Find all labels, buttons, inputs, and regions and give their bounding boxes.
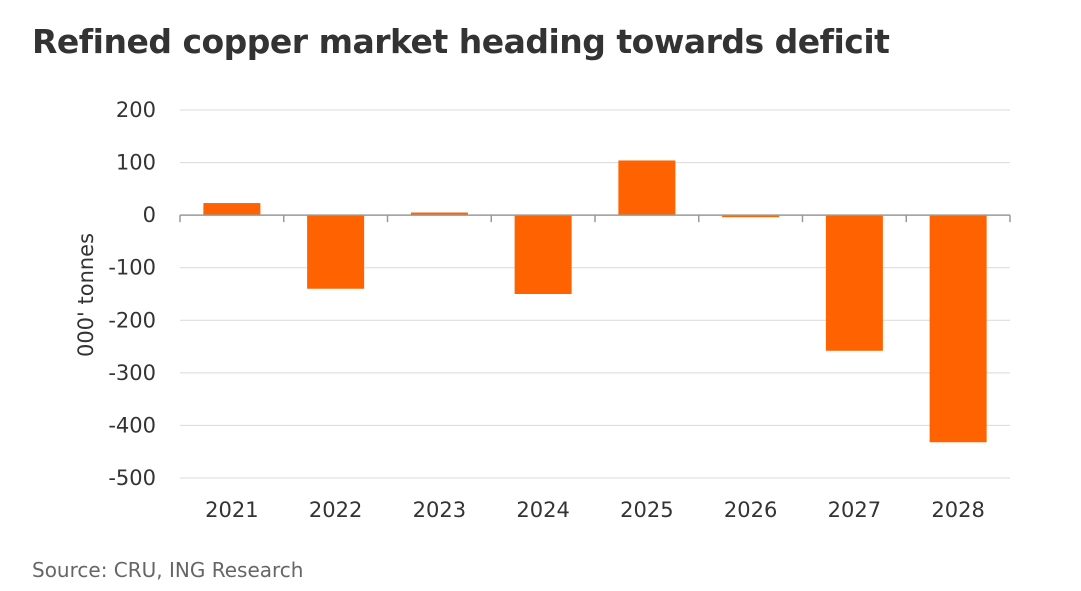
x-tick-label: 2026	[724, 498, 777, 522]
x-tick-label: 2023	[413, 498, 466, 522]
bar-2026	[722, 215, 780, 218]
bar-2028	[929, 215, 987, 443]
bar-2025	[618, 160, 676, 216]
x-tick-label: 2027	[828, 498, 881, 522]
x-tick-label: 2022	[309, 498, 362, 522]
zero-axis	[179, 214, 1011, 223]
gridlines	[180, 109, 1010, 479]
y-tick-label: -200	[108, 308, 156, 332]
y-tick-label: -500	[108, 466, 156, 490]
y-tick-label: 0	[143, 203, 156, 227]
x-tick-label: 2025	[620, 498, 673, 522]
y-tick-label: -400	[108, 413, 156, 437]
bars	[203, 160, 987, 443]
y-tick-label: 100	[116, 151, 156, 175]
bar-2024	[514, 215, 572, 294]
bar-2022	[307, 215, 365, 289]
y-axis-ticks: 200 100 0 -100 -200 -300 -400 -500	[108, 98, 156, 490]
bar-2023	[410, 212, 468, 216]
x-tick-label: 2028	[931, 498, 984, 522]
x-axis-ticks: 2021 2022 2023 2024 2025 2026 2027 2028	[205, 498, 985, 522]
bar-2027	[825, 215, 883, 351]
x-tick-label: 2021	[205, 498, 258, 522]
bar-2021	[203, 203, 261, 216]
chart-title: Refined copper market heading towards de…	[32, 22, 890, 61]
y-axis-title: 000' tonnes	[74, 233, 98, 357]
source-note: Source: CRU, ING Research	[32, 558, 304, 582]
y-tick-label: 200	[116, 98, 156, 122]
y-tick-label: -300	[108, 361, 156, 385]
y-tick-label: -100	[108, 256, 156, 280]
x-tick-label: 2024	[516, 498, 569, 522]
